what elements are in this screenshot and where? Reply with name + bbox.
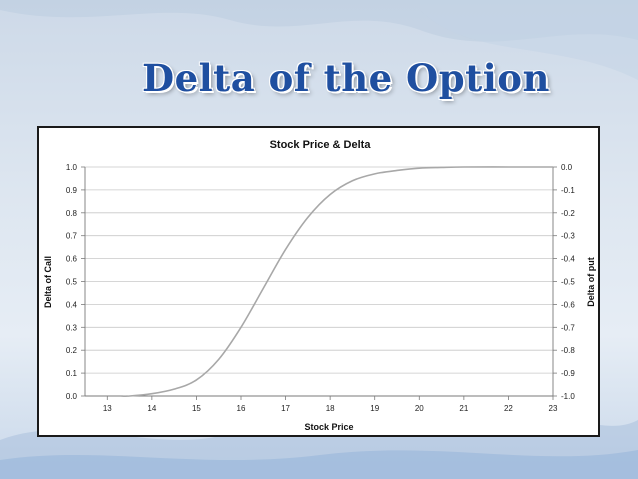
x-tick-label: 17 <box>281 404 290 413</box>
series-line <box>120 166 553 397</box>
y2-tick-label: -0.7 <box>561 323 575 332</box>
y2-tick-label: -0.3 <box>561 232 575 241</box>
x-tick-label: 23 <box>549 404 558 413</box>
x-tick-label: 20 <box>415 404 424 413</box>
y2-tick-label: -1.0 <box>561 392 575 401</box>
x-tick-label: 15 <box>192 404 201 413</box>
y-tick-label: 0.7 <box>66 232 78 241</box>
x-tick-label: 16 <box>237 404 246 413</box>
y2-tick-label: -0.9 <box>561 369 575 378</box>
series-layer <box>120 166 553 397</box>
y2-tick-label: -0.6 <box>561 300 575 309</box>
y2-tick-label: -0.2 <box>561 209 575 218</box>
x-tick-label: 18 <box>326 404 335 413</box>
y-tick-label: 0.1 <box>66 369 78 378</box>
y-axis-label-right: Delta of put <box>586 257 596 307</box>
x-tick-label: 19 <box>370 404 379 413</box>
x-tick-label: 22 <box>504 404 513 413</box>
tick-labels: 0.0 0.1 0.2 0.3 0.4 0.5 0.6 0.7 0.8 0.9 1.0 -1.0 -0.… <box>66 163 575 413</box>
y-tick-label: 1.0 <box>66 163 78 172</box>
line-chart: Stock Price & Delta 0.00.10.20.30.40.50.… <box>43 139 596 432</box>
x-tick-label: 13 <box>103 404 112 413</box>
chart-title: Stock Price & Delta <box>270 139 372 151</box>
y-tick-label: 0.4 <box>66 300 78 309</box>
y-tick-label: 0.0 <box>66 392 78 401</box>
grid-lines <box>85 166 553 397</box>
y2-tick-label: -0.5 <box>561 278 575 287</box>
axes <box>81 166 557 400</box>
y-tick-label: 0.6 <box>66 255 78 264</box>
y-axis-label-left: Delta of Call <box>43 256 53 308</box>
y2-tick-label: -0.1 <box>561 186 575 195</box>
y-tick-label: 0.5 <box>66 278 78 287</box>
y2-tick-label: -0.4 <box>561 255 575 264</box>
y-tick-label: 0.9 <box>66 186 78 195</box>
y-tick-label: 0.3 <box>66 323 78 332</box>
y-tick-label: 0.2 <box>66 346 78 355</box>
x-tick-label: 21 <box>459 404 468 413</box>
slide-title: Delta of the Option <box>142 56 550 100</box>
y2-tick-label: 0.0 <box>561 163 573 172</box>
y2-tick-label: -0.8 <box>561 346 575 355</box>
x-axis-label: Stock Price <box>304 422 353 432</box>
x-tick-label: 14 <box>147 404 156 413</box>
chart-frame: Stock Price & Delta 0.0 0.1 0.2 0.3 0.4 0.5 0.… <box>37 126 600 437</box>
y-tick-label: 0.8 <box>66 209 78 218</box>
